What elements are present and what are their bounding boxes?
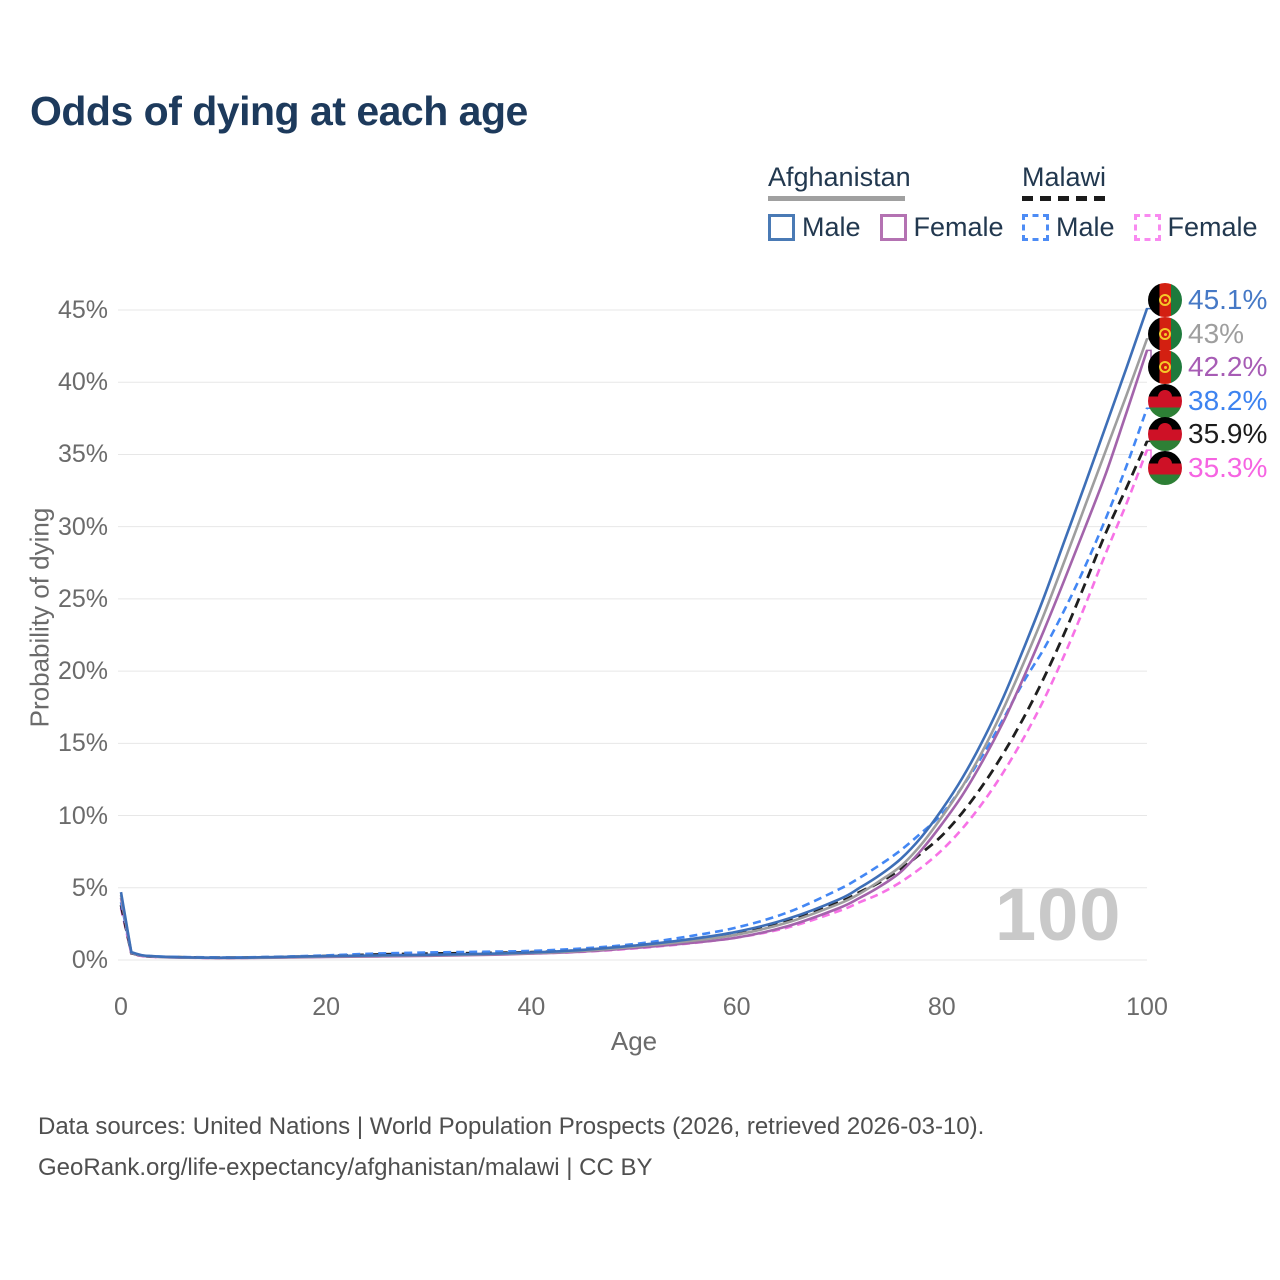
y-tick-label: 15% <box>57 729 108 758</box>
end-label-value: 35.9% <box>1188 418 1268 449</box>
legend-item-label: Male <box>1056 212 1115 242</box>
end-label-malawi-male: 38.2% <box>1148 384 1267 418</box>
x-tick-label: 100 <box>1126 993 1168 1021</box>
series-line-mw_female[interactable] <box>119 449 1149 960</box>
end-label-value: 42.2% <box>1188 351 1268 382</box>
legend-country-afghanistan: Afghanistan <box>768 162 911 192</box>
end-label-afghanistan-male: 45.1% <box>1148 283 1267 317</box>
y-axis-title: Probability of dying <box>24 507 55 728</box>
y-tick-label: 5% <box>71 873 108 902</box>
end-label-value: 38.2% <box>1188 385 1268 416</box>
legend-item-malawi-male[interactable]: Male <box>1022 212 1115 243</box>
end-label-value: 35.3% <box>1188 452 1268 483</box>
malawi-flag-icon <box>1148 451 1182 485</box>
end-label-malawi-total: 35.9% <box>1148 417 1267 451</box>
data-source-footer: Data sources: United Nations | World Pop… <box>38 1106 984 1188</box>
end-label-value: 45.1% <box>1188 284 1268 315</box>
legend-item-afghanistan-male[interactable]: Male <box>768 212 861 243</box>
y-tick-label: 40% <box>57 368 108 397</box>
footer-line-1: Data sources: United Nations | World Pop… <box>38 1113 985 1140</box>
legend-item-malawi-female[interactable]: Female <box>1133 212 1258 243</box>
legend-group-malawi: Malawi Male Female <box>1022 162 1277 243</box>
x-tick-label: 20 <box>312 993 341 1021</box>
malawi-flag-icon <box>1148 384 1182 418</box>
end-label-malawi-female: 35.3% <box>1148 451 1267 485</box>
x-axis-title: Age <box>610 1026 658 1056</box>
y-tick-label: 0% <box>71 946 108 974</box>
afghanistan-flag-icon <box>1148 317 1182 351</box>
afghanistan-flag-icon <box>1148 350 1182 384</box>
malawi-line-sample <box>1022 196 1106 201</box>
y-tick-label: 20% <box>57 657 108 686</box>
malawi-flag-icon <box>1148 417 1182 451</box>
y-tick-label: 30% <box>57 512 108 541</box>
afghanistan-flag-icon <box>1148 283 1182 317</box>
afghanistan-line-sample <box>768 196 905 201</box>
malawi-male-swatch-icon <box>1022 214 1049 241</box>
y-tick-label: 45% <box>57 296 108 324</box>
legend-item-label: Female <box>1167 212 1258 242</box>
y-tick-label: 25% <box>57 584 108 613</box>
end-label-afghanistan-female: 42.2% <box>1148 350 1267 384</box>
afghanistan-female-swatch-icon <box>879 214 907 241</box>
end-label-value: 43% <box>1188 318 1245 349</box>
legend-country-malawi: Malawi <box>1022 162 1107 192</box>
legend-item-afghanistan-female[interactable]: Female <box>879 212 1004 243</box>
series-line-af_total[interactable] <box>119 338 1149 960</box>
series-line-mw_total[interactable] <box>119 440 1149 960</box>
legend-group-afghanistan: Afghanistan Male Female <box>768 162 1023 243</box>
end-label-afghanistan-total: 43% <box>1148 317 1244 351</box>
age-watermark: 100 <box>995 873 1122 956</box>
series-line-af_female[interactable] <box>119 349 1149 960</box>
y-tick-label: 10% <box>57 801 108 830</box>
legend-item-label: Male <box>802 212 861 242</box>
series-line-af_male[interactable] <box>119 308 1149 960</box>
x-tick-label: 60 <box>722 993 751 1021</box>
afghanistan-male-swatch-icon <box>768 214 795 241</box>
x-tick-label: 40 <box>517 993 546 1021</box>
footer-line-2: GeoRank.org/life-expectancy/afghanistan/… <box>38 1154 653 1181</box>
y-tick-label: 35% <box>57 440 108 469</box>
page-title: Odds of dying at each age <box>30 88 528 134</box>
legend-item-label: Female <box>913 212 1004 242</box>
x-tick-label: 0 <box>114 993 128 1021</box>
malawi-female-swatch-icon <box>1133 214 1161 241</box>
x-tick-label: 80 <box>927 993 956 1021</box>
series-line-mw_male[interactable] <box>119 407 1149 959</box>
